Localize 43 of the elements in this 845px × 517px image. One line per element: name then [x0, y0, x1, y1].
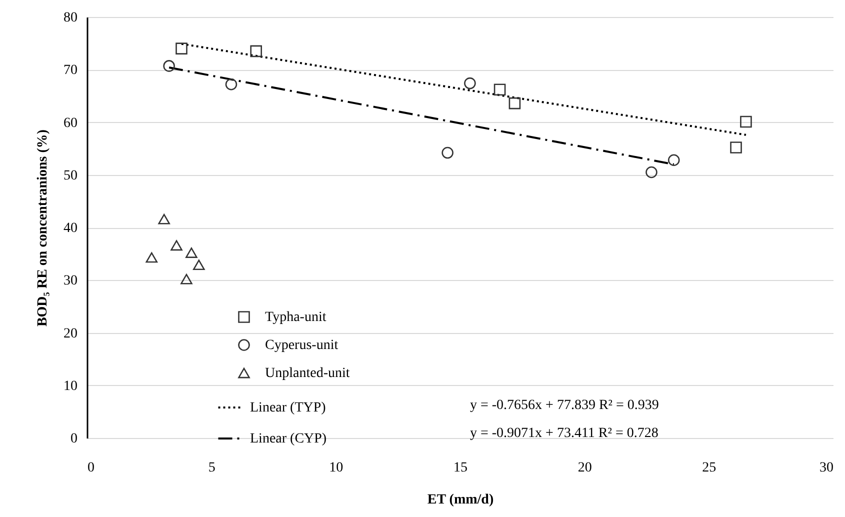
y-tick-label: 50 [64, 168, 78, 184]
y-axis-title: BOD₅ RE on concentranions (%) [36, 129, 50, 327]
x-tick-label: 10 [329, 460, 344, 476]
point [646, 166, 658, 178]
x-tick-label: 25 [702, 460, 716, 476]
point [464, 77, 476, 90]
x-tick-label: 5 [208, 460, 216, 476]
x-axis-title: ET (mm/d) [427, 492, 494, 508]
point [163, 60, 175, 72]
point [494, 84, 506, 96]
y-tick-label: 10 [64, 378, 78, 394]
point [740, 116, 752, 128]
point [668, 154, 680, 166]
legend-label: Linear (TYP) [250, 400, 326, 416]
legend-label: Typha-unit [265, 310, 326, 325]
x-tick-label: 30 [820, 460, 834, 476]
x-tick-label: 0 [88, 460, 94, 476]
point [193, 260, 205, 270]
point [146, 252, 158, 263]
legend-label: Cyperus-unit [265, 338, 338, 353]
point [186, 248, 198, 258]
point [225, 78, 238, 90]
y-tick-label: 70 [64, 63, 78, 78]
annotation: y = -0.9071x + 73.411 R² = 0.728 [470, 426, 658, 441]
y-tick-label: 20 [64, 326, 78, 342]
legend-label: Linear (CYP) [250, 432, 327, 446]
x-tick-label: 20 [578, 460, 592, 476]
point [250, 45, 262, 58]
y-tick-label: 40 [64, 221, 78, 236]
legend-label: Unplanted-unit [265, 366, 350, 381]
point [180, 274, 192, 284]
point [442, 146, 454, 159]
point [176, 42, 188, 54]
point [158, 214, 170, 224]
annotation: y = -0.7656x + 77.839 R² = 0.939 [470, 398, 659, 413]
point [508, 97, 521, 110]
y-tick-label: 30 [64, 274, 78, 289]
point [730, 142, 742, 154]
point [170, 240, 182, 251]
y-tick-label: 60 [64, 116, 78, 131]
x-tick-label: 15 [454, 460, 468, 476]
y-tick-label: 80 [64, 10, 78, 26]
y-tick-label: 0 [70, 432, 78, 446]
